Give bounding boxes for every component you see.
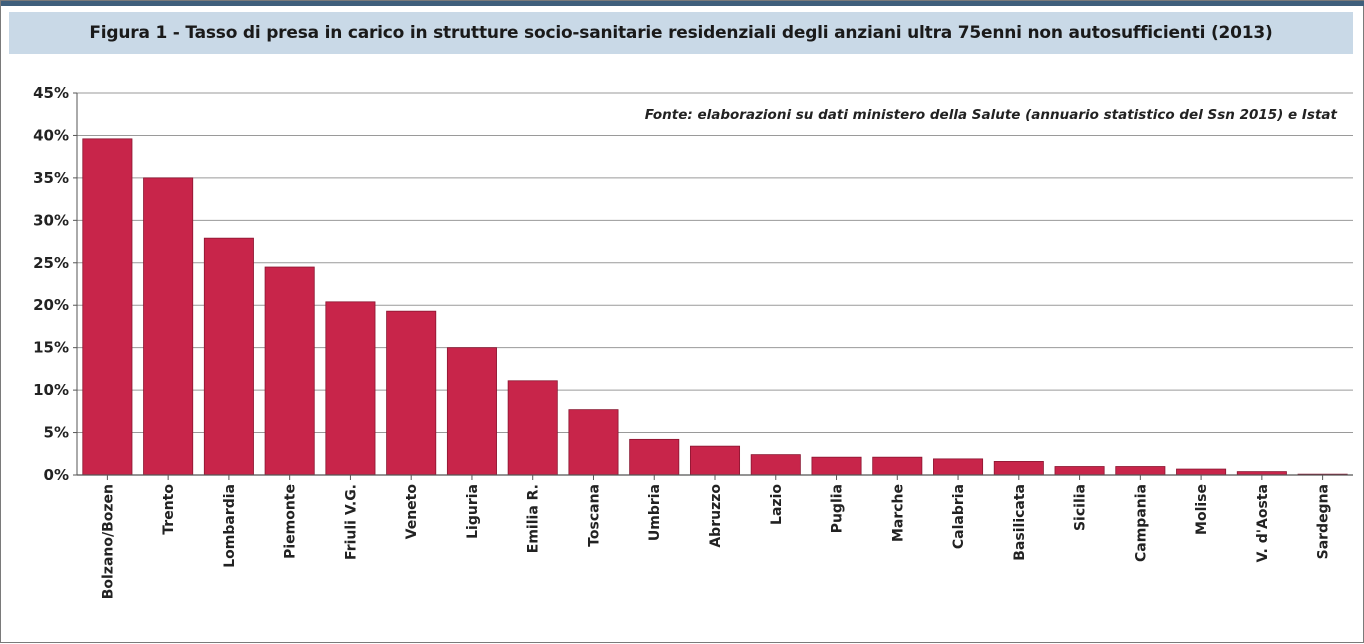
bar bbox=[446, 347, 497, 476]
x-tick-label: Sicilia bbox=[1073, 484, 1089, 531]
bar bbox=[993, 461, 1044, 476]
x-tick-label: Molise bbox=[1194, 484, 1210, 535]
bars bbox=[82, 138, 1348, 476]
x-tick-label: Calabria bbox=[951, 484, 967, 549]
top-accent-line bbox=[1, 1, 1364, 6]
bar bbox=[507, 380, 558, 476]
y-tick-label: 20% bbox=[33, 296, 69, 314]
x-tick-label: Toscana bbox=[586, 484, 602, 547]
bar bbox=[143, 177, 194, 476]
x-tick-label: Puglia bbox=[830, 484, 846, 533]
bar bbox=[689, 445, 741, 476]
bar bbox=[629, 438, 680, 476]
bar bbox=[933, 458, 984, 476]
y-tick-label: 15% bbox=[33, 339, 69, 357]
bar bbox=[1115, 466, 1166, 476]
x-tick-label: Marche bbox=[890, 484, 906, 542]
y-tick-label: 0% bbox=[44, 466, 69, 484]
bar bbox=[325, 301, 376, 476]
x-tick-label: Bolzano/Bozen bbox=[100, 484, 116, 599]
figure-header: Figura 1 - Tasso di presa in carico in s… bbox=[9, 12, 1353, 54]
bar bbox=[811, 456, 862, 476]
bar bbox=[750, 454, 801, 476]
y-tick-label: 5% bbox=[44, 424, 69, 442]
x-tick-label: Emilia R. bbox=[526, 484, 542, 553]
x-tick-label: Lombardia bbox=[222, 484, 238, 568]
x-tick-label: Sardegna bbox=[1316, 484, 1332, 559]
x-tick-label: Veneto bbox=[404, 484, 420, 540]
figure-title: Figura 1 - Tasso di presa in carico in s… bbox=[89, 23, 1273, 43]
bar bbox=[568, 409, 619, 476]
axes bbox=[73, 92, 1353, 480]
x-tick-label: Umbria bbox=[647, 484, 663, 541]
x-tick-label: Piemonte bbox=[283, 484, 299, 559]
x-tick-label: Friuli V.G. bbox=[343, 484, 359, 560]
labels: 0% 5% 10% 15% 20% 25% 30% 35% 40% 45% Bolzano/Boze… bbox=[33, 84, 1332, 599]
bar bbox=[82, 138, 133, 476]
bar bbox=[264, 266, 315, 476]
x-tick-label: Trento bbox=[161, 484, 177, 535]
bar bbox=[1176, 468, 1227, 476]
y-tick-label: 45% bbox=[33, 84, 69, 102]
y-tick-label: 30% bbox=[33, 211, 69, 229]
x-tick-label: Lazio bbox=[769, 484, 785, 525]
x-tick-label: Abruzzo bbox=[708, 484, 724, 548]
y-tick-label: 10% bbox=[33, 381, 69, 399]
x-tick-label: V. d'Aosta bbox=[1255, 484, 1271, 562]
x-tick-label: Basilicata bbox=[1012, 484, 1028, 561]
x-tick-label: Campania bbox=[1133, 484, 1149, 562]
bar bbox=[386, 310, 437, 476]
y-tick-label: 35% bbox=[33, 169, 69, 187]
source-note: Fonte: elaborazioni su dati ministero de… bbox=[645, 107, 1338, 123]
y-tick-label: 40% bbox=[33, 126, 69, 144]
bar bbox=[1054, 466, 1105, 476]
y-tick-label: 25% bbox=[33, 254, 69, 272]
bar bbox=[203, 237, 254, 476]
bar bbox=[872, 456, 923, 476]
x-tick-label: Liguria bbox=[465, 484, 481, 539]
